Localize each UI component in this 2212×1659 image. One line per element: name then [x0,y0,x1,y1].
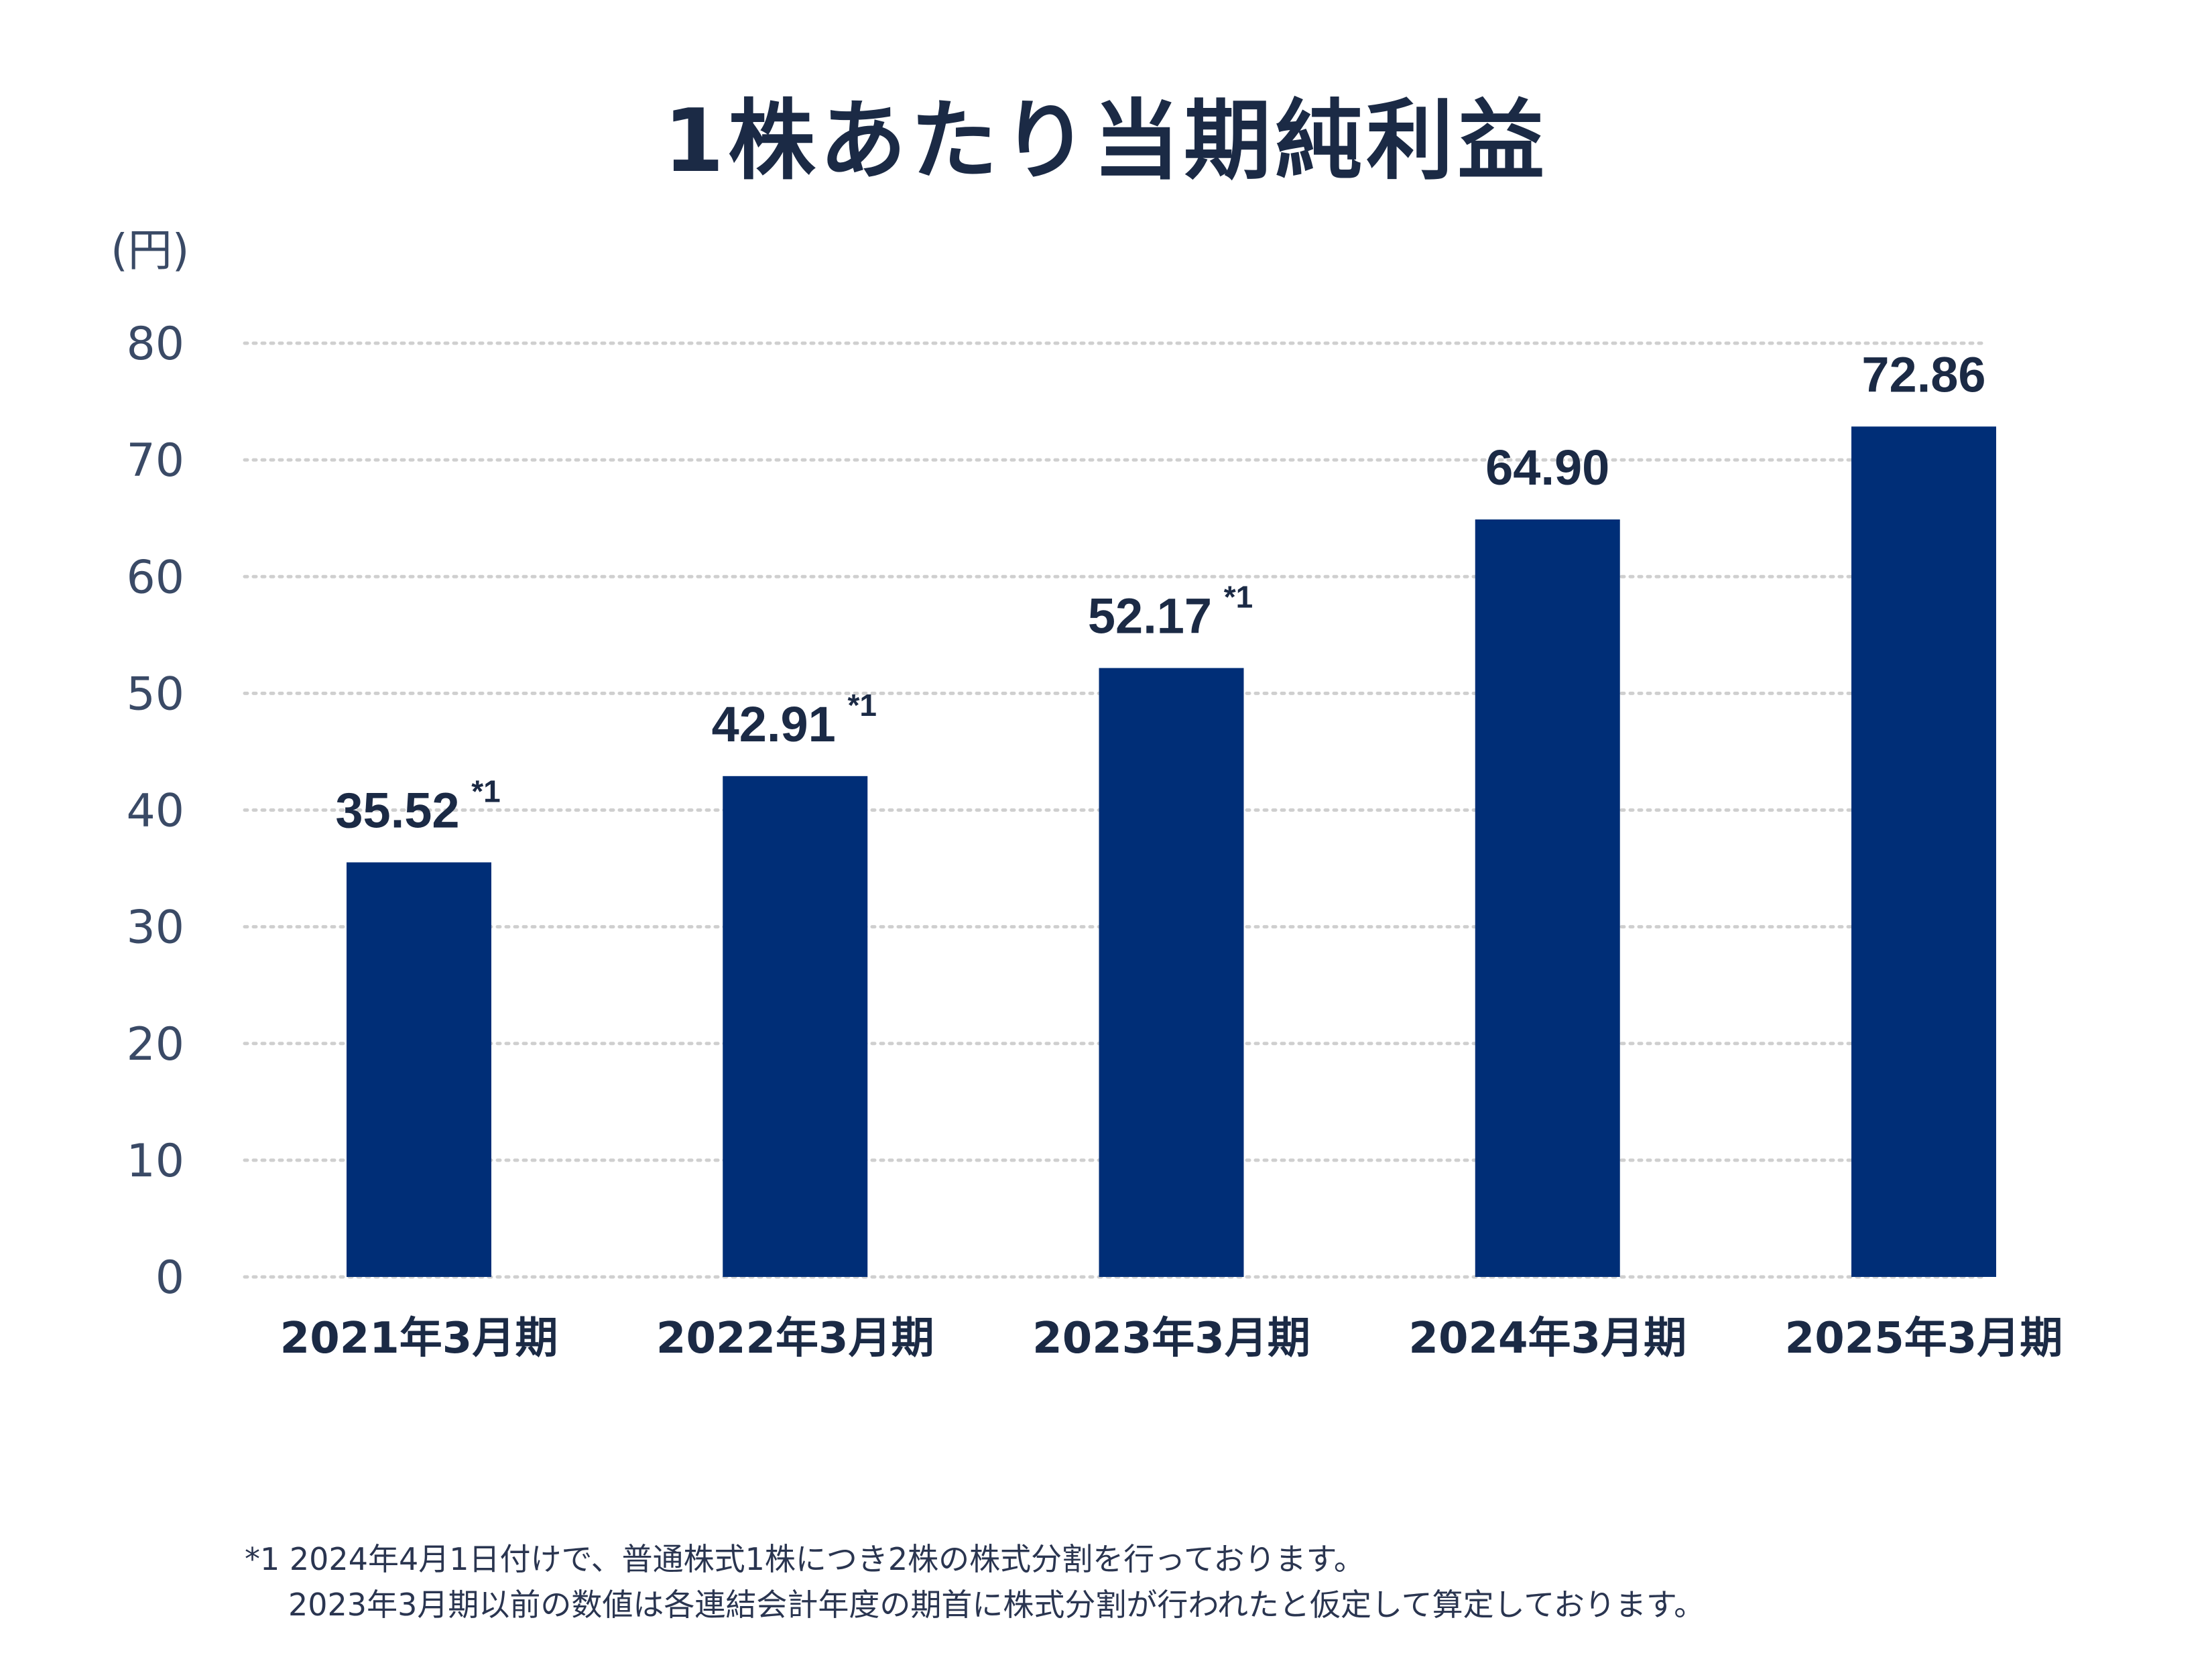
bar-value-label: 52.17 [1088,589,1212,644]
y-tick-label: 60 [126,551,184,604]
bar-value-label: 72.86 [1861,347,1985,402]
y-axis-unit-label: (円) [111,225,190,276]
bar [1475,519,1620,1278]
y-tick-label: 30 [126,902,184,955]
y-tick-label: 40 [126,785,184,838]
bar-value-note: *1 [1224,580,1253,615]
bar [1099,668,1244,1277]
y-tick-label: 80 [126,318,184,371]
x-tick-label: 2021年3月期 [280,1314,558,1363]
bar [723,776,868,1277]
bar-value-label: 42.91 [712,696,836,752]
y-tick-label: 0 [156,1251,184,1304]
value-labels: 35.52 *1 42.91 *1 52.17 *1 64.90 72.86 [335,347,1985,838]
y-tick-label: 20 [126,1018,184,1071]
bars [347,426,1996,1278]
bar-value-note: *1 [848,688,877,723]
bar-value-label: 35.52 [335,783,459,839]
y-tick-label: 70 [126,434,184,487]
bar-value-note: *1 [471,774,500,809]
footnote-split: *1 2024年4月1日付けで、普通株式1株につき2株の株式分割を行っております… [245,1541,1365,1577]
x-tick-label: 2025年3月期 [1785,1314,2063,1363]
x-tick-label: 2024年3月期 [1408,1314,1686,1363]
x-axis-ticks: 2021年3月期 2022年3月期 2023年3月期 2024年3月期 2025年3月期 [280,1314,2063,1363]
bar [1851,426,1996,1278]
y-tick-label: 50 [126,668,184,721]
bar-value-label: 64.90 [1485,440,1609,495]
chart-title: 1株あたり当期純利益 [663,90,1549,192]
x-tick-label: 2022年3月期 [656,1314,934,1363]
y-tick-label: 10 [126,1135,184,1188]
footnote-assumption: 2023年3月期以前の数値は各連結会計年度の期首に株式分割が行われたと仮定して算… [288,1587,1705,1623]
y-axis-ticks: 0 10 20 30 40 50 60 70 80 [126,318,184,1304]
bar [347,862,491,1277]
x-tick-label: 2023年3月期 [1032,1314,1310,1363]
